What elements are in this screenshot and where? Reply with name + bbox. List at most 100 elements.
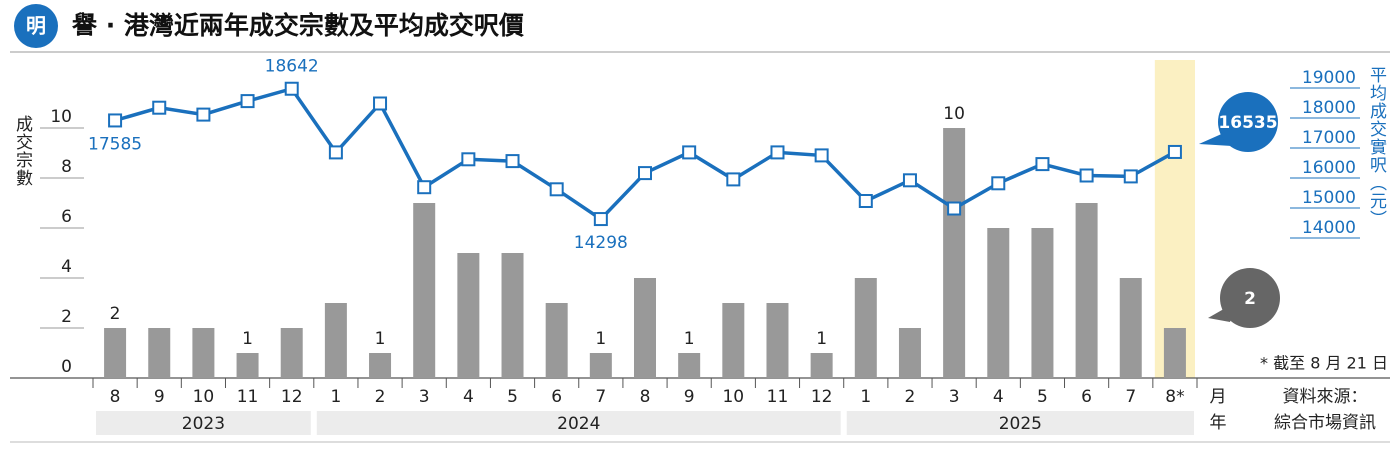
bar bbox=[766, 303, 789, 378]
x-tick-label: 2 bbox=[905, 387, 916, 407]
bar bbox=[943, 128, 966, 378]
x-tick-label: 7 bbox=[1125, 387, 1136, 407]
bar bbox=[148, 328, 171, 378]
y-tick-label: 10 bbox=[50, 107, 72, 127]
y2-tick-label: 19000 bbox=[1302, 68, 1356, 88]
line-marker bbox=[152, 100, 167, 115]
x-tick-label: 8 bbox=[640, 387, 651, 407]
x-tick-label: 3 bbox=[949, 387, 960, 407]
chart-title: 譽 · 港灣近兩年成交宗數及平均成交呎價 bbox=[71, 11, 525, 40]
line-marker bbox=[902, 173, 917, 188]
value-label: 10 bbox=[943, 104, 965, 124]
line-marker bbox=[1035, 157, 1050, 172]
line-marker bbox=[505, 154, 520, 169]
y2-axis-label: 平均成交實呎（元） bbox=[1366, 66, 1387, 228]
x-tick-label: 10 bbox=[722, 387, 744, 407]
value-label: 16535 bbox=[1218, 113, 1277, 133]
year-label: 2024 bbox=[557, 414, 600, 434]
line-marker bbox=[682, 145, 697, 160]
y2-tick-label: 16000 bbox=[1302, 158, 1356, 178]
year-label: 2025 bbox=[999, 414, 1042, 434]
year-band bbox=[316, 411, 841, 435]
line-marker bbox=[373, 96, 388, 111]
bar bbox=[1031, 228, 1054, 378]
x-tick-label: 12 bbox=[281, 387, 303, 407]
x-tick-label: 8* bbox=[1165, 387, 1184, 407]
x-tick-label: 11 bbox=[767, 387, 789, 407]
bar bbox=[898, 328, 921, 378]
x-tick-label: 11 bbox=[237, 387, 259, 407]
logo-badge bbox=[14, 4, 58, 48]
y2-tick-label: 14000 bbox=[1302, 218, 1356, 238]
y-tick-label: 2 bbox=[61, 307, 72, 327]
bar bbox=[634, 278, 656, 378]
line bbox=[114, 86, 1176, 222]
x-tick-label: 1 bbox=[330, 387, 341, 407]
callout bbox=[1220, 268, 1280, 328]
value-label: 17585 bbox=[88, 134, 142, 154]
line-marker bbox=[284, 81, 299, 96]
bar bbox=[501, 253, 524, 378]
x-tick-label: 5 bbox=[1037, 387, 1048, 407]
year-band bbox=[846, 411, 1194, 435]
bar bbox=[369, 353, 392, 378]
line-marker bbox=[196, 107, 211, 122]
x-tick-label: 2 bbox=[375, 387, 386, 407]
source-label: 資料來源： bbox=[1283, 387, 1368, 407]
y2-tick-label: 18000 bbox=[1302, 98, 1356, 118]
x-tick-label: 4 bbox=[993, 387, 1004, 407]
y2-tick-label: 17000 bbox=[1302, 128, 1356, 148]
x-tick-label: 12 bbox=[811, 387, 833, 407]
value-label: 1 bbox=[684, 329, 695, 349]
x-tick-label: 1 bbox=[860, 387, 871, 407]
x-tick-label: 6 bbox=[551, 387, 562, 407]
line-marker bbox=[858, 194, 873, 208]
bar bbox=[987, 228, 1010, 378]
y2-tick-label: 15000 bbox=[1302, 188, 1356, 208]
value-label: 2 bbox=[1244, 289, 1256, 309]
plot: 0 2 4 6 8 10 14000 15000 16000 17000 18000 19000 8 9 1… bbox=[10, 57, 1390, 435]
bar bbox=[236, 353, 259, 378]
bar bbox=[413, 203, 436, 378]
bar bbox=[545, 303, 568, 378]
bar bbox=[104, 328, 127, 378]
value-label: 1 bbox=[375, 329, 386, 349]
x-axis-label-year: 年 bbox=[1210, 413, 1227, 433]
value-label: 1 bbox=[816, 329, 827, 349]
line-marker bbox=[1167, 144, 1182, 159]
x-tick-label: 6 bbox=[1081, 387, 1092, 407]
line-marker bbox=[328, 145, 343, 160]
bar bbox=[810, 353, 833, 378]
value-label: 14298 bbox=[574, 233, 628, 253]
bar bbox=[1163, 328, 1186, 378]
line-marker bbox=[947, 201, 962, 216]
y-tick-label: 8 bbox=[61, 157, 72, 177]
x-tick-label: 3 bbox=[419, 387, 430, 407]
line-marker bbox=[240, 94, 255, 109]
x-tick-label: 10 bbox=[193, 387, 215, 407]
bar bbox=[589, 353, 612, 378]
line-marker bbox=[726, 172, 741, 187]
line-marker bbox=[991, 176, 1006, 191]
line-marker bbox=[549, 182, 564, 197]
x-tick-label: 9 bbox=[154, 387, 165, 407]
line-marker bbox=[108, 113, 123, 128]
x-tick-label: 5 bbox=[507, 387, 518, 407]
bar bbox=[854, 278, 877, 378]
line-marker bbox=[1079, 168, 1094, 183]
bar bbox=[280, 328, 303, 378]
y-tick-label: 0 bbox=[61, 357, 72, 377]
logo: 明 bbox=[26, 14, 46, 38]
y-tick-label: 6 bbox=[61, 207, 72, 227]
line-marker bbox=[770, 145, 785, 160]
line-marker bbox=[1123, 169, 1138, 184]
line-marker bbox=[638, 166, 652, 181]
bar bbox=[1075, 203, 1098, 378]
year-label: 2023 bbox=[182, 414, 225, 434]
line-marker bbox=[461, 152, 476, 167]
value-label: 1 bbox=[595, 329, 606, 349]
x-tick-label: 4 bbox=[463, 387, 474, 407]
line-marker bbox=[814, 148, 829, 163]
callout bbox=[1218, 92, 1278, 152]
